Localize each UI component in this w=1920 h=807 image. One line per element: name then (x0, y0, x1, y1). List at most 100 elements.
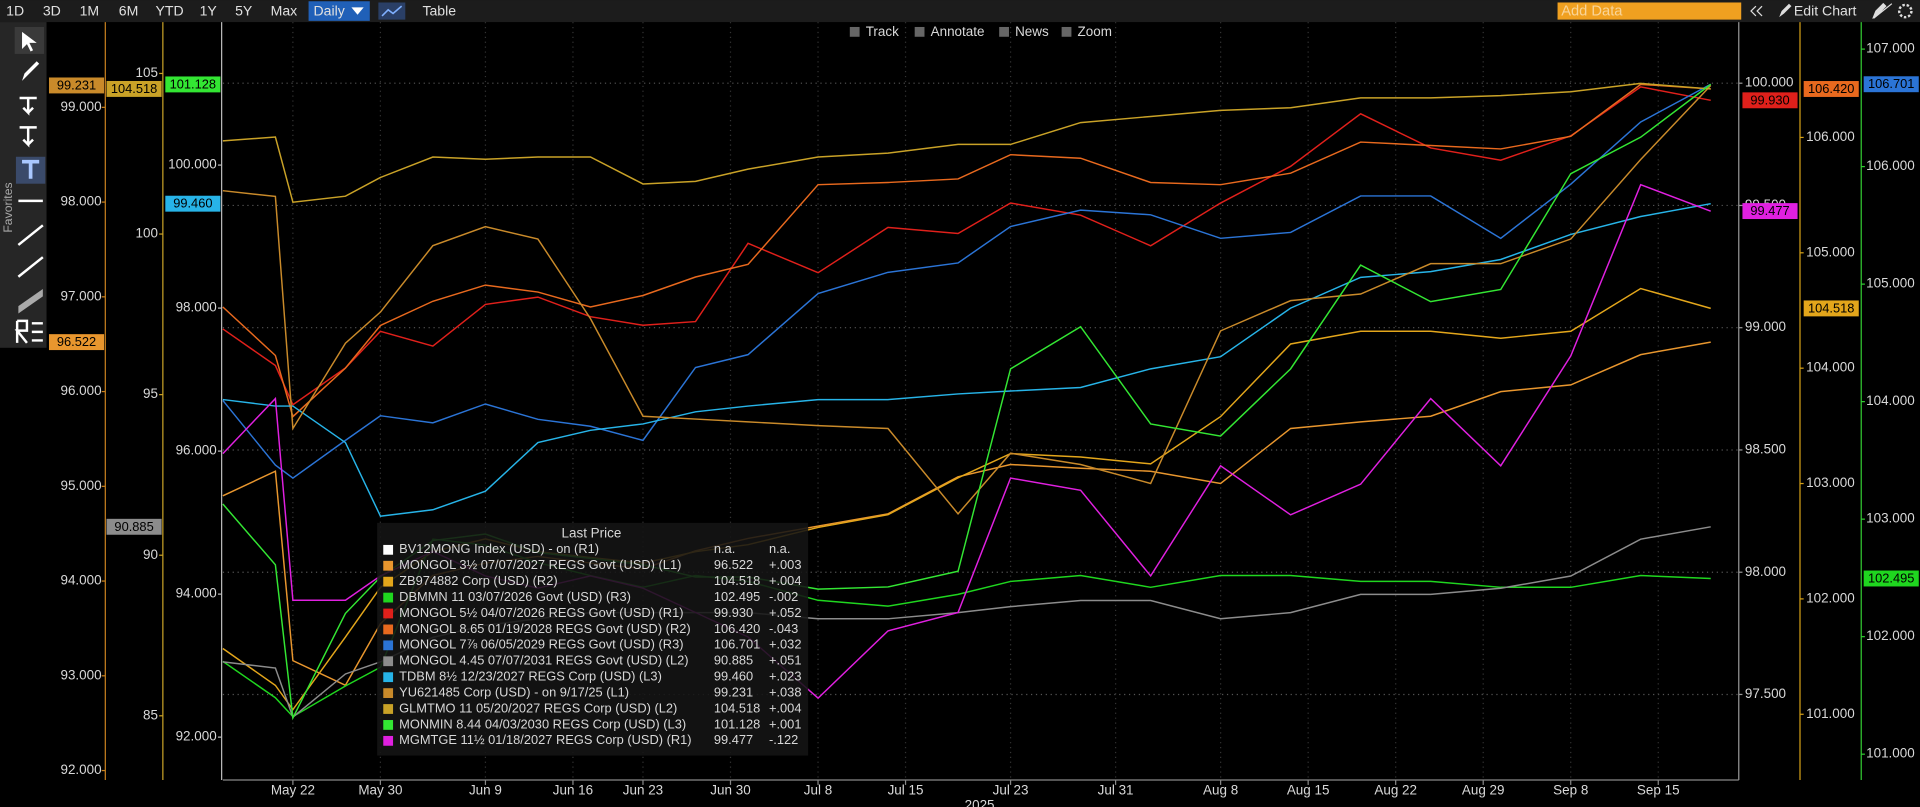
channel-tool[interactable] (18, 289, 43, 314)
edit-chart-button[interactable]: Edit Chart (1794, 2, 1857, 18)
chart-tool[interactable]: Track (866, 24, 899, 39)
series-line (222, 82, 1711, 203)
range-button[interactable]: Max (271, 2, 298, 18)
price-tag-label: 104.518 (111, 81, 157, 96)
add-data-placeholder[interactable]: Add Data (1561, 4, 1623, 20)
y-tick-label: 101.000 (1806, 706, 1855, 721)
collapse-icon[interactable] (1750, 5, 1763, 17)
y-tick-label: 105 (136, 65, 158, 80)
ray-tool[interactable] (17, 256, 44, 278)
cursor-icon (22, 31, 37, 52)
range-button[interactable]: 1M (80, 2, 100, 18)
x-tick-label: Sep 15 (1637, 783, 1680, 798)
series-line (222, 83, 1711, 418)
price-tag-label: 99.477 (1750, 203, 1789, 218)
series-line (222, 83, 1712, 479)
y-tick-label: 99.000 (1745, 319, 1786, 334)
legend-label: GLMTMO 11 05/20/2027 REGS Corp (USD) (L2… (399, 700, 677, 715)
x-axis-label: 2025 (965, 797, 995, 807)
draw-icon[interactable] (22, 61, 40, 81)
dropdown-arrow (351, 7, 364, 15)
legend-swatch (383, 656, 394, 667)
legend-label: YU621485 Corp (USD) - on 9/17/25 (L1) (399, 684, 629, 699)
legend-swatch (383, 592, 394, 603)
legend-label: BV12MONG Index (USD) - on (R1) (399, 541, 599, 556)
price-tag-label: 106.701 (1868, 76, 1914, 91)
x-tick-label: Jun 30 (710, 783, 750, 798)
chart-tool[interactable]: News (1015, 24, 1049, 39)
legend-last: 101.128 (714, 716, 760, 731)
chart-type-button[interactable] (378, 2, 406, 20)
range-button[interactable]: 1Y (200, 2, 218, 18)
y-tick-label: 92.000 (60, 762, 101, 777)
level-icon[interactable] (19, 96, 37, 116)
y-tick-label: 105.000 (1806, 244, 1855, 259)
price-tag (1863, 76, 1919, 93)
frequency-button[interactable] (308, 1, 370, 21)
y-tick-label: 97.500 (1745, 686, 1786, 701)
range-button[interactable]: 1D (6, 2, 24, 18)
price-tag (106, 80, 162, 97)
chart-type-icon (381, 5, 403, 17)
y-tick-label: 98.000 (1745, 564, 1786, 579)
legend-label: MONGOL 8.65 01/19/2028 REGS Govt (USD) (… (399, 621, 690, 636)
legend-change: -.002 (769, 589, 798, 604)
table-button[interactable]: Table (422, 2, 456, 18)
pen-icon[interactable] (1872, 2, 1893, 19)
y-tick-label: 102.000 (1866, 628, 1915, 643)
legend-change: +.003 (769, 557, 802, 572)
price-tag-label: 99.231 (57, 77, 96, 92)
price-tag (165, 195, 221, 212)
legend-label: MONMIN 8.44 04/03/2030 REGS Corp (USD) (… (399, 716, 686, 731)
legend-swatch (383, 720, 394, 730)
y-tick-label: 106.000 (1806, 129, 1855, 144)
legend-change: +.032 (769, 637, 802, 652)
favorites-label[interactable]: Favorites (1, 182, 15, 232)
legend-swatch (383, 576, 394, 587)
y-tick-label: 104.000 (1866, 393, 1915, 408)
toolbar (0, 0, 1920, 23)
y-tick-label: 106.000 (1866, 158, 1915, 173)
y-tick-label: 93.000 (60, 667, 101, 682)
range-button[interactable]: 3D (43, 2, 61, 18)
y-tick-label: 92.000 (176, 729, 217, 744)
x-tick-label: Aug 15 (1287, 783, 1330, 798)
add-data-field[interactable] (1557, 2, 1742, 20)
y-tick-label: 100 (136, 226, 158, 241)
legend-label: MONGOL 4.45 07/07/2031 REGS Govt (USD) (… (399, 653, 688, 668)
price-tag-label: 99.460 (173, 196, 212, 211)
x-tick-label: May 30 (358, 783, 402, 798)
regression-tool[interactable] (14, 319, 43, 344)
settings-icon[interactable] (1897, 3, 1913, 19)
legend-label: ZB974882 Corp (USD) (R2) (399, 573, 557, 588)
x-tick-label: Jul 15 (888, 783, 924, 798)
range-button[interactable]: 6M (119, 2, 139, 18)
price-tag (48, 334, 105, 351)
range-button[interactable]: YTD (156, 2, 184, 18)
legend-last: 104.518 (714, 573, 760, 588)
range-button[interactable]: 5Y (235, 2, 253, 18)
trend-tool[interactable] (17, 224, 44, 246)
legend-last: 96.522 (714, 557, 753, 572)
chart-tool[interactable]: Zoom (1078, 24, 1112, 39)
chart-tool[interactable]: Annotate (931, 24, 985, 39)
legend-change: +.038 (769, 684, 802, 699)
y-tick-label: 96.000 (176, 443, 217, 458)
price-tag (165, 76, 221, 93)
x-tick-label: Jul 23 (993, 783, 1029, 798)
legend-label: MONGOL 5½ 04/07/2026 REGS Govt (USD) (R1… (399, 605, 683, 620)
x-tick-label: Jun 23 (623, 783, 663, 798)
legend-last: 102.495 (714, 589, 760, 604)
legend-last: 90.885 (714, 653, 753, 668)
x-tick-label: Jul 31 (1098, 783, 1134, 798)
legend-swatch (383, 672, 394, 683)
price-tag (1803, 300, 1859, 317)
x-tick-label: Jun 16 (553, 783, 593, 798)
frequency-label[interactable]: Daily (313, 2, 345, 18)
legend-last: 99.477 (714, 732, 753, 747)
legend-swatch (383, 560, 394, 571)
price-tag-label: 99.930 (1750, 92, 1789, 107)
level-price-icon[interactable] (19, 126, 37, 148)
legend-change: +.004 (769, 573, 802, 588)
